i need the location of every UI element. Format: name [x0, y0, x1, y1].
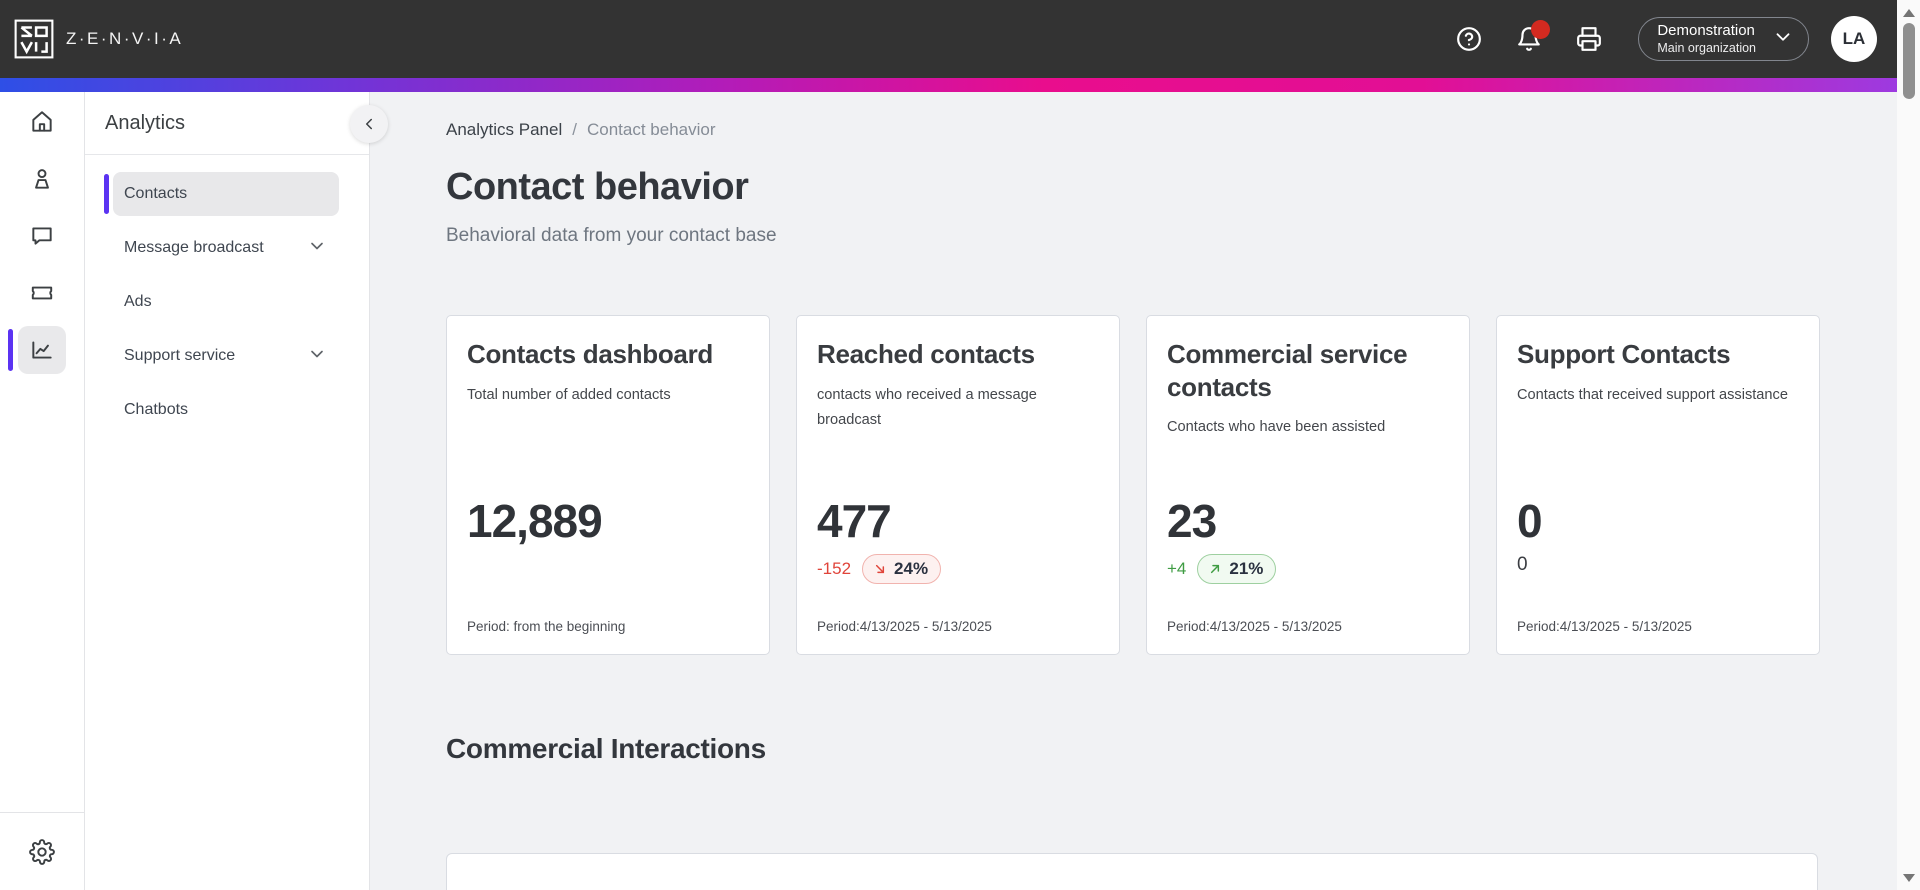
sidebar-item-ads[interactable]: Ads [113, 280, 339, 324]
topbar: Z·E·N·V·I·A [0, 0, 1897, 78]
card-value: 23 [1167, 495, 1217, 547]
badge-percent: 21% [1229, 559, 1264, 578]
section-title-commercial-interactions: Commercial Interactions [446, 733, 766, 764]
user-avatar[interactable]: LA [1831, 16, 1877, 62]
sidebar-item-label: Message broadcast [124, 239, 264, 256]
stat-cards-row: Contacts dashboard Total number of added… [446, 315, 1820, 655]
line-chart-icon [32, 341, 52, 359]
arrow-down-right-icon [875, 564, 885, 574]
arrow-up-right-icon [1211, 564, 1220, 574]
card-delta-row: -152 24% [817, 554, 942, 584]
breadcrumb-separator: / [572, 120, 577, 139]
chevron-left-icon [366, 118, 372, 130]
brand-text: Z·E·N·V·I·A [66, 29, 184, 48]
card-period: Period:4/13/2025 - 5/13/2025 [1167, 619, 1342, 634]
breadcrumb: Analytics Panel / Contact behavior [446, 120, 1820, 140]
sidebar-collapse-button[interactable] [350, 105, 388, 143]
sidebar-item-label: Support service [124, 347, 236, 364]
card-title: Reached contacts [817, 339, 1035, 369]
sidebar-item-label: Ads [124, 293, 152, 310]
sidebar-item-support-service[interactable]: Support service [113, 334, 339, 378]
rail-item-tickets[interactable] [18, 269, 66, 317]
chevron-down-icon [307, 236, 327, 261]
brand: Z·E·N·V·I·A [13, 18, 183, 60]
sidebar-item-label: Contacts [124, 185, 188, 202]
gear-icon [29, 838, 55, 865]
delta-value: +4 [1167, 559, 1187, 578]
rail-items [0, 92, 84, 812]
page-title: Contact behavior [446, 166, 749, 208]
badge-percent: 24% [894, 559, 929, 578]
organization-name: Demonstration [1657, 21, 1755, 39]
card-title: Commercial service contacts [1167, 339, 1408, 402]
scrollbar-thumb[interactable] [1902, 23, 1915, 99]
card-commercial-service-contacts: Commercial service contacts Contacts who… [1146, 315, 1470, 655]
sidebar-item-label: Chatbots [124, 401, 189, 418]
trend-badge-positive: 21% [1197, 554, 1277, 584]
organization-selector[interactable]: Demonstration Main organization [1638, 17, 1809, 61]
rail-item-conversations[interactable] [18, 212, 66, 260]
sidebar-title: Analytics [105, 111, 186, 134]
bell-icon[interactable] [1516, 20, 1551, 52]
card-value: 12,889 [467, 495, 603, 547]
sidebar: Analytics Contacts Message broadcast [85, 92, 388, 890]
home-icon [32, 111, 52, 132]
vertical-scrollbar[interactable] [1897, 0, 1920, 890]
card-period: Period:4/13/2025 - 5/13/2025 [1517, 619, 1692, 634]
body-row: Analytics Contacts Message broadcast [0, 92, 1897, 890]
sidebar-menu: Contacts Message broadcast Ads Support s… [85, 155, 369, 432]
card-value: 0 [1517, 495, 1543, 547]
card-title: Contacts dashboard [467, 339, 713, 369]
chat-icon [32, 227, 52, 245]
card-title: Support Contacts [1517, 339, 1731, 369]
card-description: contacts who received a message broadcas… [817, 386, 1037, 429]
page-subtitle: Behavioral data from your contact base [446, 225, 777, 246]
brand-gradient-bar [0, 78, 1897, 92]
breadcrumb-analytics-panel[interactable]: Analytics Panel [446, 120, 563, 139]
card-reached-contacts: Reached contacts contacts who received a… [796, 315, 1120, 655]
scrollbar-down-arrow[interactable] [1902, 874, 1915, 882]
card-contacts-dashboard: Contacts dashboard Total number of added… [446, 315, 770, 655]
organization-subtitle: Main organization [1657, 40, 1756, 55]
card-description: Total number of added contacts [467, 386, 671, 403]
notification-dot [1531, 20, 1551, 39]
sidebar-header: Analytics [85, 92, 369, 155]
delta-value: 0 [1517, 554, 1528, 575]
scrollbar-up-arrow[interactable] [1902, 9, 1915, 17]
breadcrumb-current: Contact behavior [586, 120, 716, 139]
icon-rail [0, 92, 85, 890]
sidebar-item-contacts[interactable]: Contacts [104, 172, 339, 216]
trend-badge-negative: 24% [862, 554, 942, 584]
card-delta-row: +4 21% [1167, 554, 1277, 584]
chevron-down-icon [1772, 26, 1794, 53]
delta-value: -152 [817, 559, 852, 578]
commercial-interactions-card [446, 853, 1818, 890]
rail-item-analytics[interactable] [8, 326, 66, 374]
card-delta-row: 0 [1517, 554, 1528, 576]
card-support-contacts: Support Contacts Contacts that received … [1496, 315, 1820, 655]
zenvia-logo-icon [14, 19, 54, 59]
sidebar-item-message-broadcast[interactable]: Message broadcast [113, 226, 339, 270]
organization-text: Demonstration Main organization [1657, 22, 1756, 56]
card-period: Period: from the beginning [467, 619, 626, 634]
card-description: Contacts that received support assistanc… [1517, 386, 1788, 403]
help-icon[interactable] [1456, 26, 1482, 52]
topbar-actions: Demonstration Main organization LA [1422, 16, 1877, 62]
sidebar-item-chatbots[interactable]: Chatbots [113, 388, 339, 432]
content-area: Analytics Panel / Contact behavior Conta… [370, 92, 1897, 890]
person-icon [35, 169, 49, 189]
card-description: Contacts who have been assisted [1167, 419, 1386, 435]
rail-item-home[interactable] [18, 98, 66, 146]
ticket-icon [31, 286, 53, 300]
chevron-down-icon [307, 344, 327, 369]
card-value: 477 [817, 495, 892, 547]
printer-icon[interactable] [1576, 26, 1602, 52]
card-period: Period:4/13/2025 - 5/13/2025 [817, 619, 992, 634]
rail-item-contacts[interactable] [18, 155, 66, 203]
rail-item-settings[interactable] [0, 812, 84, 890]
